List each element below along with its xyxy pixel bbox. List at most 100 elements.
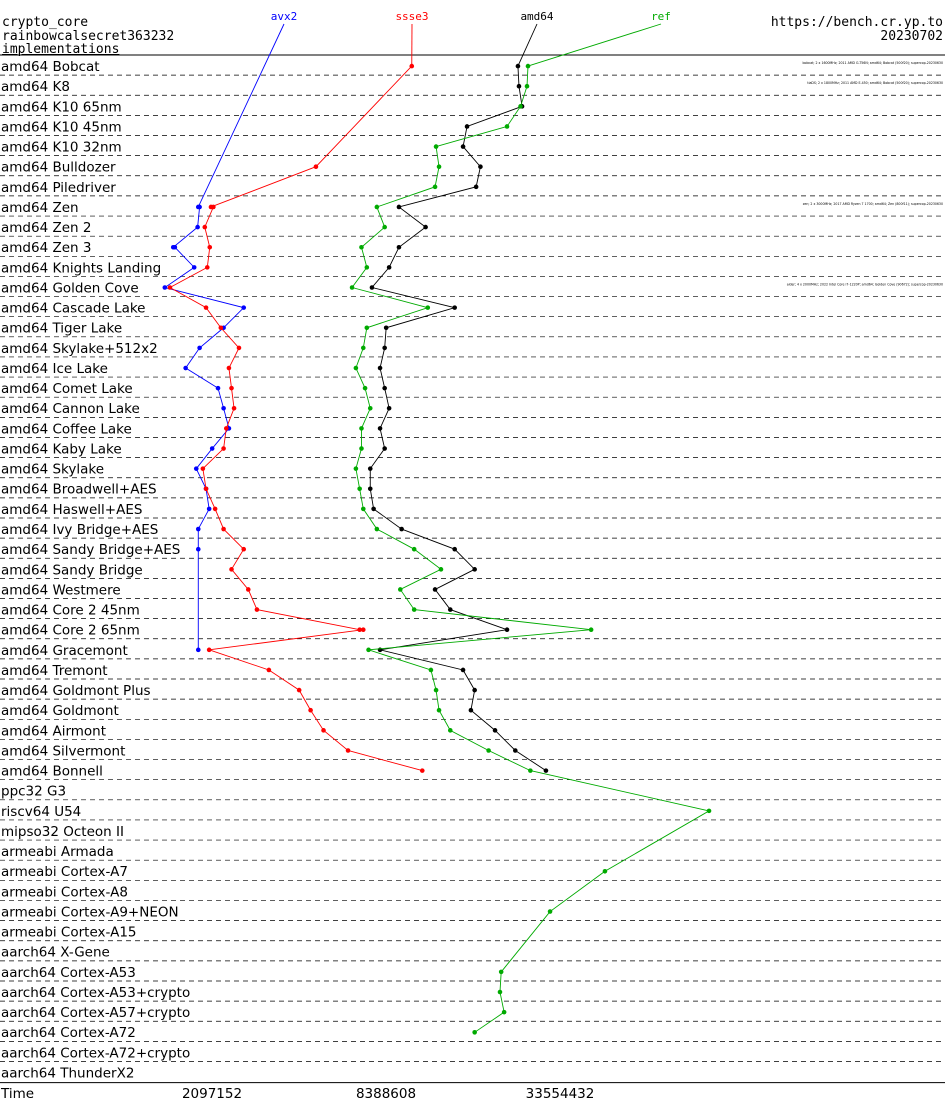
legend-label-ssse3: ssse3 [395,10,428,23]
row-label: amd64 Ice Lake [1,361,108,377]
row-label: amd64 Westmere [1,582,121,598]
data-point-amd64 [464,124,470,129]
legend-leader-ref [527,23,662,67]
row-label: aarch64 Cortex-A53+crypto [1,985,190,1001]
data-point-ref [362,385,368,391]
data-point-ssse3 [207,244,213,250]
data-point-ref [524,83,530,89]
row-label: ppc32 G3 [1,784,66,800]
data-point-amd64 [396,204,402,210]
data-point-amd64 [504,627,510,633]
data-point-ref [360,345,366,351]
row-label: amd64 Cannon Lake [1,401,140,417]
row-label: aarch64 Cortex-A72+crypto [1,1045,190,1061]
data-point-ref [486,748,491,753]
row-label: amd64 Golden Cove [1,280,139,296]
row-label: amd64 Tiger Lake [1,321,122,337]
row-label: amd64 Knights Landing [1,260,161,276]
data-point-amd64 [460,667,466,673]
data-point-ssse3 [296,687,302,693]
legend-leader-amd64 [517,23,538,67]
data-point-amd64 [423,224,428,230]
data-point-ssse3 [345,748,351,753]
data-point-amd64 [386,265,392,270]
row-label: amd64 Tremont [1,663,108,679]
row-label: aarch64 ThunderX2 [1,1066,134,1082]
row-label: amd64 Bulldozer [1,160,116,176]
data-point-ssse3 [229,385,234,391]
data-point-ref [366,647,371,653]
data-point-ssse3 [200,466,206,471]
data-point-amd64 [382,385,387,391]
data-point-avx2 [193,466,199,471]
data-point-ref [411,546,417,552]
data-point-amd64 [516,83,522,89]
data-point-ssse3 [167,285,173,290]
row-label: amd64 Kaby Lake [1,441,122,457]
data-point-ref [432,184,438,190]
row-label: amd64 Piledriver [1,180,116,196]
x-tick-label: 2097152 [182,1086,242,1102]
data-point-amd64 [452,546,457,552]
data-point-ssse3 [212,506,218,512]
row-label: mipso32 Octeon II [1,824,124,840]
row-label: amd64 K10 45nm [1,119,122,135]
data-point-amd64 [367,486,373,492]
report-date: 20230702 [880,29,943,44]
data-point-ref [436,164,442,170]
row-label: amd64 Bonnell [1,764,103,780]
data-point-ssse3 [202,224,208,230]
row-label: aarch64 Cortex-A72 [1,1025,136,1041]
data-point-amd64 [399,526,404,532]
data-point-avx2 [195,224,200,230]
data-point-ref [382,224,387,230]
data-point-ref [528,768,533,773]
data-point-ref [374,204,380,210]
row-label: aarch64 X-Gene [1,945,110,961]
machine-note: bobcat; 2 x 1600MHz; 2011 AMD G-T56N; am… [802,61,943,65]
data-point-avx2 [195,647,201,653]
row-label: armeabi Cortex-A7 [1,864,128,880]
data-point-ref [433,687,439,693]
machine-note: tiaDS; 2 x 1800MHz; 2011 AMD E-450; amd6… [807,81,943,85]
x-axis-label: Time [0,1086,34,1102]
data-point-ssse3 [218,325,224,331]
data-point-avx2 [215,385,221,391]
site-url[interactable]: https://bench.cr.yp.to [770,15,943,30]
implementations-link[interactable]: implementations [2,42,120,57]
data-point-amd64 [492,728,498,733]
data-point-amd64 [396,244,402,250]
row-label: amd64 Goldmont Plus [1,683,151,699]
data-point-avx2 [162,285,168,290]
row-label: amd64 Silvermont [1,743,125,759]
data-point-ref [428,667,434,673]
data-point-ref [364,325,370,331]
x-tick-label: 33554432 [526,1086,595,1102]
data-point-ssse3 [360,627,366,633]
data-point-ref [706,808,712,814]
data-point-ref [518,104,523,109]
data-point-ssse3 [223,426,229,431]
row-label: amd64 Haswell+AES [1,502,142,518]
data-point-ssse3 [308,707,313,713]
implementation-name: rainbowcalsecret363232 [2,29,175,44]
data-point-ref [360,506,366,512]
data-point-amd64 [369,285,375,290]
row-label: amd64 Gracemont [1,643,128,659]
data-point-ssse3 [241,546,247,552]
data-point-avx2 [197,345,202,351]
data-point-ref [438,567,444,572]
data-point-ref [359,446,364,451]
row-label: amd64 Bobcat [1,59,100,75]
row-label: amd64 Core 2 45nm [1,603,140,619]
data-point-ssse3 [236,345,242,351]
data-point-avx2 [209,446,215,451]
row-label: amd64 Airmont [1,723,106,739]
row-label: aarch64 Cortex-A53 [1,965,136,981]
row-label: amd64 Core 2 65nm [1,623,140,639]
data-point-ref [433,144,439,149]
data-point-ref [588,627,594,633]
data-point-ssse3 [419,768,425,773]
series-line-avx2 [163,206,245,650]
